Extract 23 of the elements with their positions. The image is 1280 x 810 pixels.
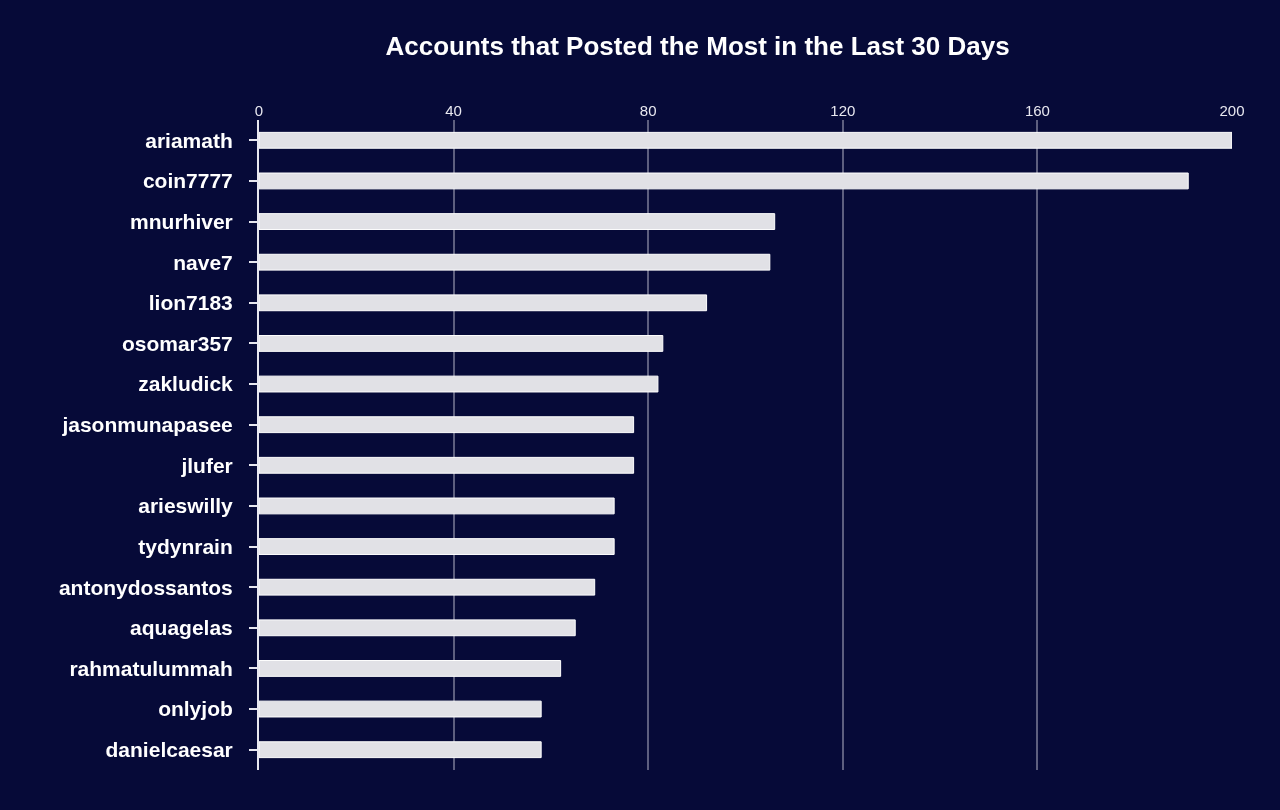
y-tick-label: rahmatulummah — [69, 656, 233, 680]
chart-title: Accounts that Posted the Most in the Last 30 Days — [385, 30, 1010, 61]
y-tick-label: onlyjob — [158, 697, 233, 721]
x-tick-label: 0 — [254, 102, 264, 119]
x-tick-label: 40 — [445, 102, 462, 119]
y-tick-label: coin7777 — [142, 169, 233, 193]
x-tick-label: 120 — [830, 102, 856, 119]
y-tick-label: arieswilly — [138, 494, 234, 518]
x-tick-label: 80 — [639, 102, 657, 119]
y-tick-label: lion7183 — [148, 291, 233, 315]
x-tick-label: 160 — [1024, 102, 1050, 119]
y-tick-label: tydynrain — [138, 534, 233, 558]
y-tick-label: jlufer — [180, 453, 233, 477]
y-tick-label: aquagelas — [130, 616, 233, 640]
y-tick-label: antonydossantos — [58, 575, 233, 599]
y-tick-label: ariamath — [145, 128, 233, 152]
y-tick-label: mnurhiver — [130, 209, 233, 233]
y-tick-label: zakludick — [138, 372, 234, 396]
y-tick-label: osomar357 — [121, 331, 233, 355]
y-tick-label: jasonmunapasee — [61, 413, 233, 437]
y-tick-label: danielcaesar — [105, 738, 233, 762]
x-tick-label: 200 — [1219, 102, 1245, 119]
y-tick-label: nave7 — [173, 250, 233, 274]
